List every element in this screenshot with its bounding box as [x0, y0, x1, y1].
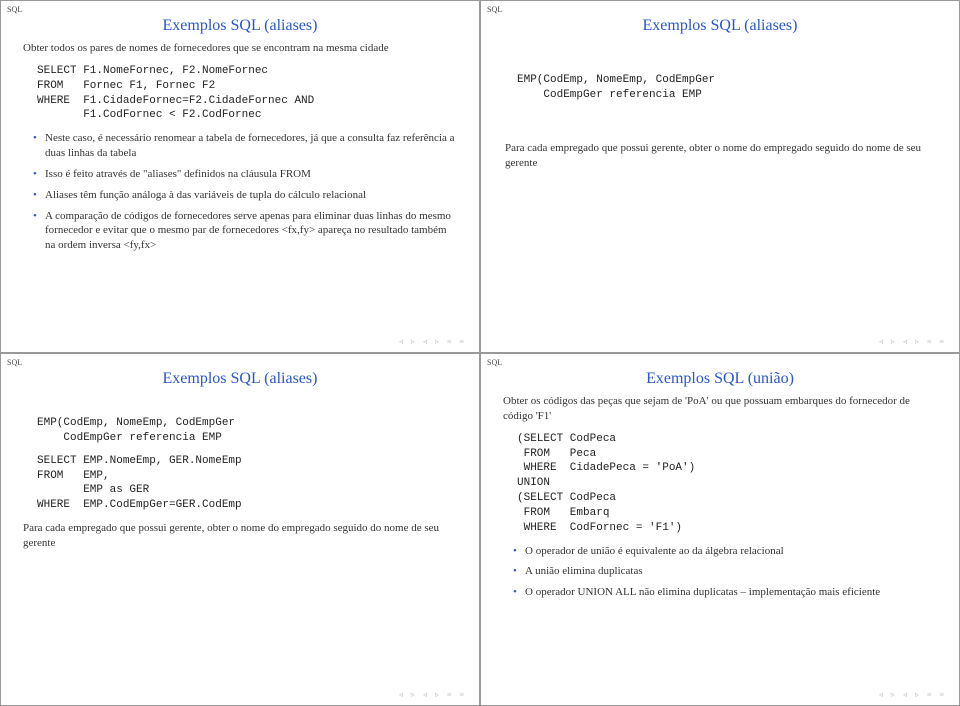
code-block: (SELECT CodPeca FROM Peca WHERE CidadePe… — [517, 432, 937, 536]
bullet-item: O operador UNION ALL não elimina duplica… — [513, 585, 937, 600]
slide-top-right: SQL Exemplos SQL (aliases) EMP(CodEmp, N… — [480, 0, 960, 353]
bullet-item: Neste caso, é necessário renomear a tabe… — [33, 131, 457, 161]
slide-top-left: SQL Exemplos SQL (aliases) Obter todos o… — [0, 0, 480, 353]
slide-title: Exemplos SQL (aliases) — [503, 17, 937, 35]
nav-icons: ◃ ▹ ◃ ▹ ≡ ≡ — [879, 690, 947, 699]
bullet-list: O operador de união é equivalente ao da … — [513, 544, 937, 601]
slide-title: Exemplos SQL (aliases) — [23, 370, 457, 388]
slide-bottom-right: SQL Exemplos SQL (união) Obter os código… — [480, 353, 960, 706]
nav-icons: ◃ ▹ ◃ ▹ ≡ ≡ — [879, 337, 947, 346]
code-block: EMP(CodEmp, NomeEmp, CodEmpGer CodEmpGer… — [517, 73, 937, 103]
bullet-item: Aliases têm função análoga à das variáve… — [33, 188, 457, 203]
corner-label: SQL — [7, 358, 22, 367]
bullet-item: A comparação de códigos de fornecedores … — [33, 209, 457, 254]
corner-label: SQL — [7, 5, 22, 14]
corner-label: SQL — [487, 358, 502, 367]
paragraph: Para cada empregado que possui gerente, … — [505, 141, 937, 171]
bullet-item: Isso é feito através de "aliases" defini… — [33, 167, 457, 182]
page-grid: SQL Exemplos SQL (aliases) Obter todos o… — [0, 0, 960, 706]
nav-icons: ◃ ▹ ◃ ▹ ≡ ≡ — [399, 337, 467, 346]
slide-subtitle: Obter todos os pares de nomes de fornece… — [23, 41, 457, 56]
slide-title: Exemplos SQL (aliases) — [23, 17, 457, 35]
corner-label: SQL — [487, 5, 502, 14]
slide-bottom-left: SQL Exemplos SQL (aliases) EMP(CodEmp, N… — [0, 353, 480, 706]
nav-icons: ◃ ▹ ◃ ▹ ≡ ≡ — [399, 690, 467, 699]
bullet-item: O operador de união é equivalente ao da … — [513, 544, 937, 559]
paragraph: Para cada empregado que possui gerente, … — [23, 521, 457, 551]
slide-subtitle: Obter os códigos das peças que sejam de … — [503, 394, 937, 424]
slide-title: Exemplos SQL (união) — [503, 370, 937, 388]
code-block: SELECT F1.NomeFornec, F2.NomeFornec FROM… — [37, 64, 457, 123]
code-block: SELECT EMP.NomeEmp, GER.NomeEmp FROM EMP… — [37, 454, 457, 513]
bullet-list: Neste caso, é necessário renomear a tabe… — [33, 131, 457, 253]
bullet-item: A união elimina duplicatas — [513, 564, 937, 579]
code-block: EMP(CodEmp, NomeEmp, CodEmpGer CodEmpGer… — [37, 416, 457, 446]
